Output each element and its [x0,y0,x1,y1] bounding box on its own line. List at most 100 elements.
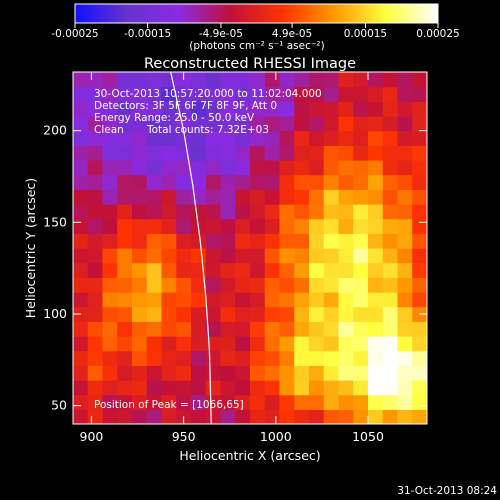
heatmap-cell [205,277,222,293]
heatmap-cell [102,72,118,88]
heatmap-cell [368,204,384,220]
heatmap-cell [132,72,148,88]
heatmap-cell [309,292,325,308]
heatmap-cell [368,233,384,249]
heatmap-cell [294,409,310,424]
heatmap-cell [264,233,281,249]
heatmap-cell [323,233,340,249]
heatmap-cell [397,189,413,205]
heatmap-cell [73,394,89,410]
x-axis-ticks: 900 950 1000 1050 [80,72,384,444]
heatmap-cell [191,174,207,190]
heatmap-cell [176,365,192,381]
heatmap-cell [264,394,281,410]
heatmap-cell [279,321,295,337]
heatmap-cell [132,204,148,220]
heatmap-cell [176,145,192,161]
heatmap-cell [220,160,236,176]
heatmap-cell [279,145,295,161]
heatmap-cell [279,336,295,352]
heatmap-cell [294,336,310,352]
heatmap-cell [73,160,89,176]
heatmap-cell [279,306,295,322]
heatmap-cell [368,350,384,366]
heatmap-cell [264,204,281,220]
heatmap-cell [191,101,207,117]
heatmap-cell [235,116,251,132]
heatmap-cell [250,174,266,190]
heatmap-cell [191,277,207,293]
heatmap-cell [146,336,163,352]
heatmap-cell [146,306,163,322]
heatmap-cell [323,72,340,88]
heatmap-cell [412,233,427,249]
heatmap-cell [368,116,384,132]
heatmap-cell [205,394,222,410]
heatmap-cell [161,174,177,190]
heatmap-cell [279,204,295,220]
heatmap-cell [146,72,163,88]
heatmap-cell [146,292,163,308]
heatmap-cell [309,350,325,366]
heatmap-cell [323,262,340,278]
heatmap-cell [176,160,192,176]
heatmap-cell [412,409,427,424]
heatmap-cell [323,218,340,234]
heatmap-cell [309,130,325,146]
heatmap-cell [412,336,427,352]
heatmap-cell [102,204,118,220]
heatmap-cell [132,160,148,176]
heatmap-cell [397,277,413,293]
heatmap-cell [368,101,384,117]
heatmap-cell [412,101,427,117]
heatmap-cell [191,116,207,132]
heatmap-cell [102,233,118,249]
heatmap-cell [338,116,354,132]
heatmap-cell [323,306,340,322]
heatmap-cell [323,292,340,308]
heatmap-cell [132,380,148,396]
heatmap-cell [205,350,222,366]
heatmap-cell [132,248,148,264]
heatmap-cell [338,350,354,366]
heatmap-cell [397,86,413,102]
heatmap-cell [102,145,118,161]
heatmap-cell [87,321,104,337]
heatmap-cell [294,350,310,366]
heatmap-cell [412,321,427,337]
heatmap-cell [279,365,295,381]
heatmap-cell [132,321,148,337]
heatmap-cell [264,160,281,176]
heatmap-cell [87,365,104,381]
heatmap-cell [235,233,251,249]
heatmap-cell [412,204,427,220]
heatmap-cell [323,394,340,410]
heatmap-cell [117,218,133,234]
heatmap-cell [338,204,354,220]
heatmap-cell [87,116,104,132]
heatmap-cell [87,145,104,161]
heatmap-cell [294,218,310,234]
heatmap-cell [205,160,222,176]
heatmap-cell [353,350,369,366]
heatmap-cell [264,277,281,293]
heatmap-cell [220,292,236,308]
heatmap-cell [353,409,369,424]
heatmap-cell [132,365,148,381]
heatmap-cell [397,306,413,322]
heatmap-cell [397,160,413,176]
heatmap-cell [412,394,427,410]
colorbar-ticks: -0.00025 -0.00015 -4.9e-05 4.9e-05 0.00015 0.… [51,23,460,40]
heatmap-cell [264,218,281,234]
heatmap-cell [368,394,384,410]
heatmap-cell [117,101,133,117]
colorbar-tick-label: -0.00015 [124,28,171,40]
heatmap-cell [102,86,118,102]
heatmap-cell [250,233,266,249]
heatmap-cell [294,204,310,220]
heatmap-cell [235,306,251,322]
heatmap-cell [73,292,89,308]
heatmap-cell [338,321,354,337]
heatmap-cell [382,262,399,278]
